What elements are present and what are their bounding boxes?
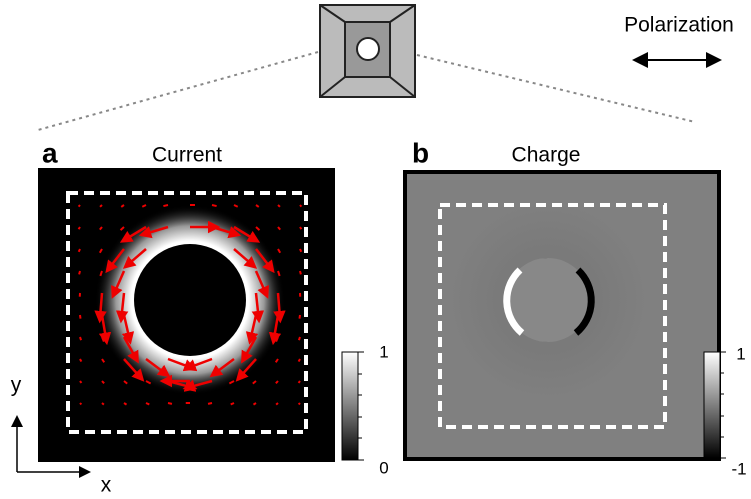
panel-title: Current xyxy=(152,144,222,167)
colorbar-ticks xyxy=(719,351,726,459)
colorbar-max: 1 xyxy=(736,344,745,363)
current-arrow xyxy=(255,248,275,274)
current-arrow xyxy=(141,204,147,208)
current-arrow xyxy=(275,402,279,406)
current-arrow xyxy=(275,380,279,384)
current-arrow xyxy=(252,402,257,406)
current-arrow xyxy=(209,357,235,378)
current-arrow xyxy=(299,248,303,253)
zoom-line xyxy=(37,51,319,131)
current-arrow xyxy=(230,402,235,406)
colorbar-max: 1 xyxy=(379,342,388,361)
current-arrow xyxy=(163,204,169,208)
current-arrow xyxy=(251,292,265,324)
y-label: y xyxy=(11,374,22,397)
current-arrow xyxy=(77,226,81,230)
current-arrow xyxy=(98,248,103,254)
current-arrow xyxy=(211,204,217,208)
charge-map xyxy=(403,170,721,461)
current-arrow xyxy=(98,314,112,346)
current-arrow xyxy=(255,204,260,208)
current-arrow xyxy=(122,248,147,269)
current-arrow xyxy=(101,336,105,342)
current-arrow xyxy=(182,379,213,392)
current-arrow xyxy=(145,380,152,385)
current-arrow xyxy=(99,204,103,208)
colorbar-min: 0 xyxy=(379,458,388,477)
current-arrow xyxy=(79,336,83,341)
panel-letter: a xyxy=(42,137,58,168)
current-arrow xyxy=(277,248,282,254)
current-arrow xyxy=(235,358,257,382)
current-arrow xyxy=(105,248,125,274)
current-arrow xyxy=(77,204,81,208)
current-arrow xyxy=(228,380,235,385)
current-arrow xyxy=(123,380,128,385)
current-arrow xyxy=(273,292,286,324)
zoom-line xyxy=(416,54,696,123)
current-arrow xyxy=(274,358,279,363)
current-arrow xyxy=(123,358,145,382)
colorbar xyxy=(341,351,359,461)
current-arrow xyxy=(79,402,83,406)
current-arrow xyxy=(255,226,261,231)
current-arrow xyxy=(119,226,125,231)
current-arrow xyxy=(252,380,257,385)
current-arrow xyxy=(299,226,303,230)
current-arrow xyxy=(233,248,258,269)
current-arrow xyxy=(122,336,139,364)
x-label: x xyxy=(101,474,112,497)
current-arrow xyxy=(94,292,107,324)
current-arrow xyxy=(299,204,303,208)
current-arrow xyxy=(299,270,302,275)
panel-title: Charge xyxy=(512,144,581,167)
current-arrow xyxy=(79,358,83,363)
polarization-label: Polarization xyxy=(624,14,734,37)
current-arrow xyxy=(297,358,301,363)
current-arrow xyxy=(79,380,83,384)
current-arrow xyxy=(145,402,150,406)
current-arrow xyxy=(99,270,103,277)
current-arrow xyxy=(183,357,213,372)
current-arrow xyxy=(233,225,261,243)
current-map xyxy=(38,168,335,462)
current-arrow xyxy=(245,314,259,345)
current-arrow xyxy=(211,225,242,239)
current-arrow xyxy=(115,292,129,324)
current-arrow xyxy=(277,226,281,231)
current-arrow xyxy=(78,270,81,275)
current-arrow xyxy=(275,336,279,342)
current-arrow xyxy=(277,204,281,208)
current-arrow xyxy=(101,358,106,363)
current-arrow xyxy=(120,204,125,208)
current-arrow xyxy=(123,402,128,406)
current-arrow xyxy=(111,270,126,299)
current-arrow xyxy=(101,380,105,384)
current-arrow xyxy=(297,402,301,406)
colorbar-min: -1 xyxy=(731,459,746,478)
current-arrow xyxy=(297,380,301,384)
current-arrow xyxy=(268,314,282,346)
current-arrow xyxy=(277,270,281,277)
panel-letter: b xyxy=(412,137,429,168)
current-arrow xyxy=(167,402,173,405)
current-arrow xyxy=(241,336,258,364)
current-arrow xyxy=(207,402,213,405)
current-arrow xyxy=(233,204,239,208)
current-arrow xyxy=(101,402,105,406)
current-arrow xyxy=(121,314,135,345)
colorbar xyxy=(703,351,721,459)
current-arrow xyxy=(145,357,171,378)
structure-icon xyxy=(319,4,416,98)
current-arrow xyxy=(254,270,269,299)
current-arrow xyxy=(77,248,81,253)
colorbar-ticks xyxy=(357,351,364,461)
current-arrow xyxy=(297,336,301,341)
current-arrow xyxy=(138,225,169,239)
current-arrow xyxy=(99,226,103,231)
